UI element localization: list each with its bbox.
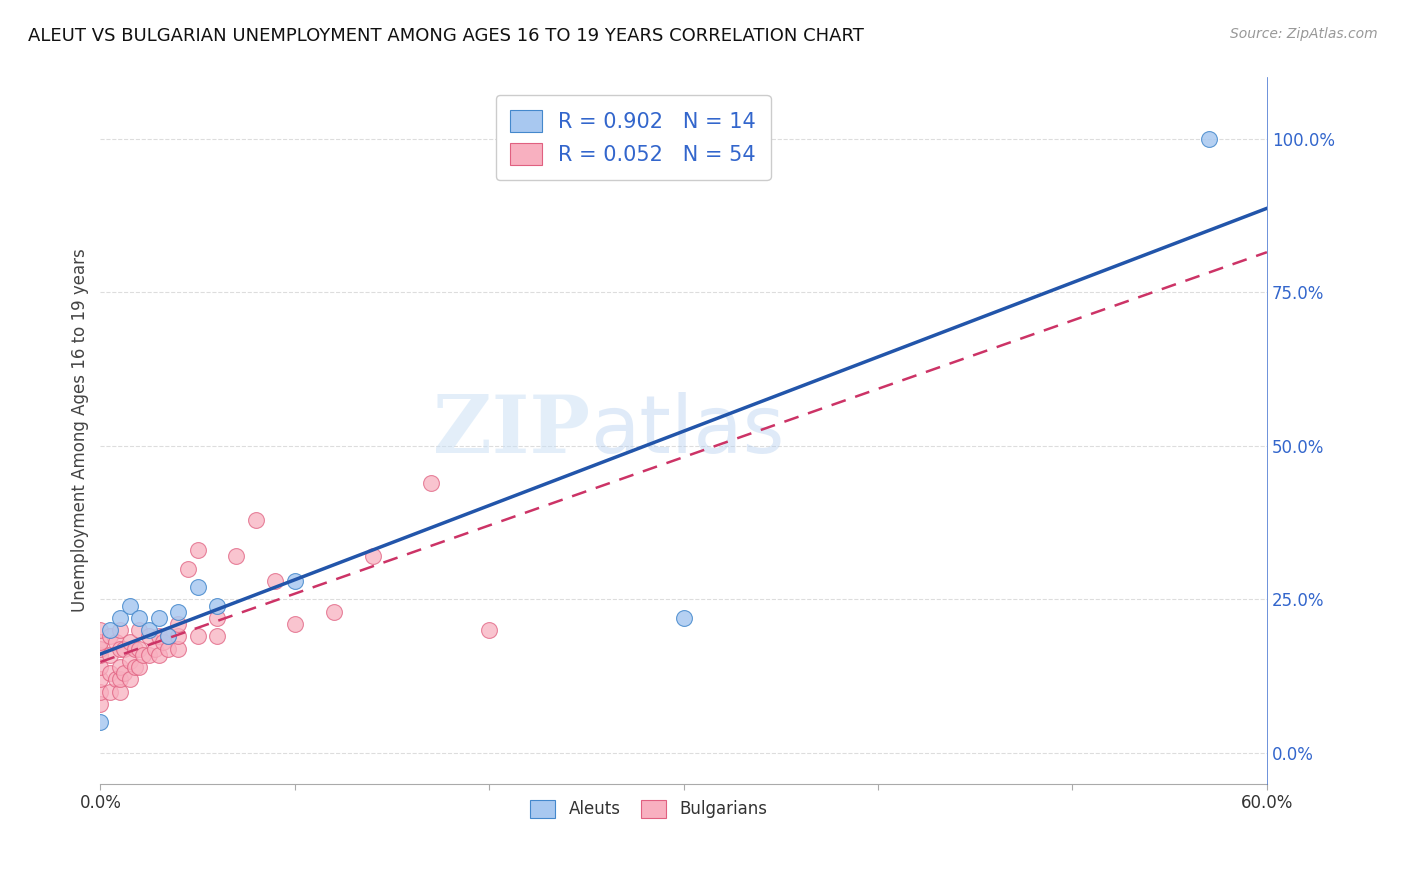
- Point: [205, 629, 228, 643]
- Text: ALEUT VS BULGARIAN UNEMPLOYMENT AMONG AGES 16 TO 19 YEARS CORRELATION CHART: ALEUT VS BULGARIAN UNEMPLOYMENT AMONG AG…: [28, 27, 865, 45]
- Point: [205, 599, 228, 613]
- Point: [152, 635, 174, 649]
- Point: [118, 654, 141, 668]
- Y-axis label: Unemployment Among Ages 16 to 19 years: Unemployment Among Ages 16 to 19 years: [72, 249, 89, 613]
- Point: [148, 648, 170, 662]
- Point: [128, 641, 150, 656]
- Point: [108, 684, 131, 698]
- Point: [157, 629, 180, 643]
- Point: [89, 635, 111, 649]
- Point: [245, 513, 267, 527]
- Legend: Aleuts, Bulgarians: Aleuts, Bulgarians: [523, 793, 773, 825]
- Point: [148, 611, 170, 625]
- Point: [128, 623, 150, 637]
- Point: [89, 673, 111, 687]
- Point: [98, 666, 121, 681]
- Point: [128, 660, 150, 674]
- Point: [118, 635, 141, 649]
- Point: [112, 666, 135, 681]
- Point: [98, 684, 121, 698]
- Point: [143, 641, 166, 656]
- Text: ZIP: ZIP: [433, 392, 591, 469]
- Point: [167, 617, 190, 632]
- Point: [89, 684, 111, 698]
- Point: [138, 623, 160, 637]
- Point: [104, 635, 127, 649]
- Point: [118, 599, 141, 613]
- Point: [138, 629, 160, 643]
- Point: [187, 629, 209, 643]
- Point: [108, 623, 131, 637]
- Point: [157, 641, 180, 656]
- Point: [322, 605, 344, 619]
- Point: [104, 673, 127, 687]
- Text: Source: ZipAtlas.com: Source: ZipAtlas.com: [1230, 27, 1378, 41]
- Point: [89, 648, 111, 662]
- Text: atlas: atlas: [591, 392, 785, 469]
- Point: [205, 611, 228, 625]
- Point: [284, 574, 307, 588]
- Point: [148, 629, 170, 643]
- Point: [138, 648, 160, 662]
- Point: [478, 623, 501, 637]
- Point: [187, 543, 209, 558]
- Point: [672, 611, 695, 625]
- Point: [124, 641, 146, 656]
- Point: [1198, 132, 1220, 146]
- Point: [177, 562, 200, 576]
- Point: [118, 673, 141, 687]
- Point: [89, 715, 111, 730]
- Point: [225, 549, 247, 564]
- Point: [89, 697, 111, 711]
- Point: [167, 641, 190, 656]
- Point: [284, 617, 307, 632]
- Point: [98, 629, 121, 643]
- Point: [108, 660, 131, 674]
- Point: [132, 648, 155, 662]
- Point: [361, 549, 384, 564]
- Point: [98, 623, 121, 637]
- Point: [157, 629, 180, 643]
- Point: [89, 641, 111, 656]
- Point: [108, 641, 131, 656]
- Point: [419, 475, 441, 490]
- Point: [89, 660, 111, 674]
- Point: [112, 641, 135, 656]
- Point: [128, 611, 150, 625]
- Point: [124, 660, 146, 674]
- Point: [108, 673, 131, 687]
- Point: [108, 611, 131, 625]
- Point: [167, 605, 190, 619]
- Point: [98, 648, 121, 662]
- Point: [264, 574, 287, 588]
- Point: [89, 623, 111, 637]
- Point: [167, 629, 190, 643]
- Point: [187, 580, 209, 594]
